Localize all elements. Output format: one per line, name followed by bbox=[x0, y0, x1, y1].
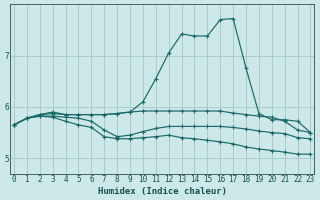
X-axis label: Humidex (Indice chaleur): Humidex (Indice chaleur) bbox=[98, 187, 227, 196]
